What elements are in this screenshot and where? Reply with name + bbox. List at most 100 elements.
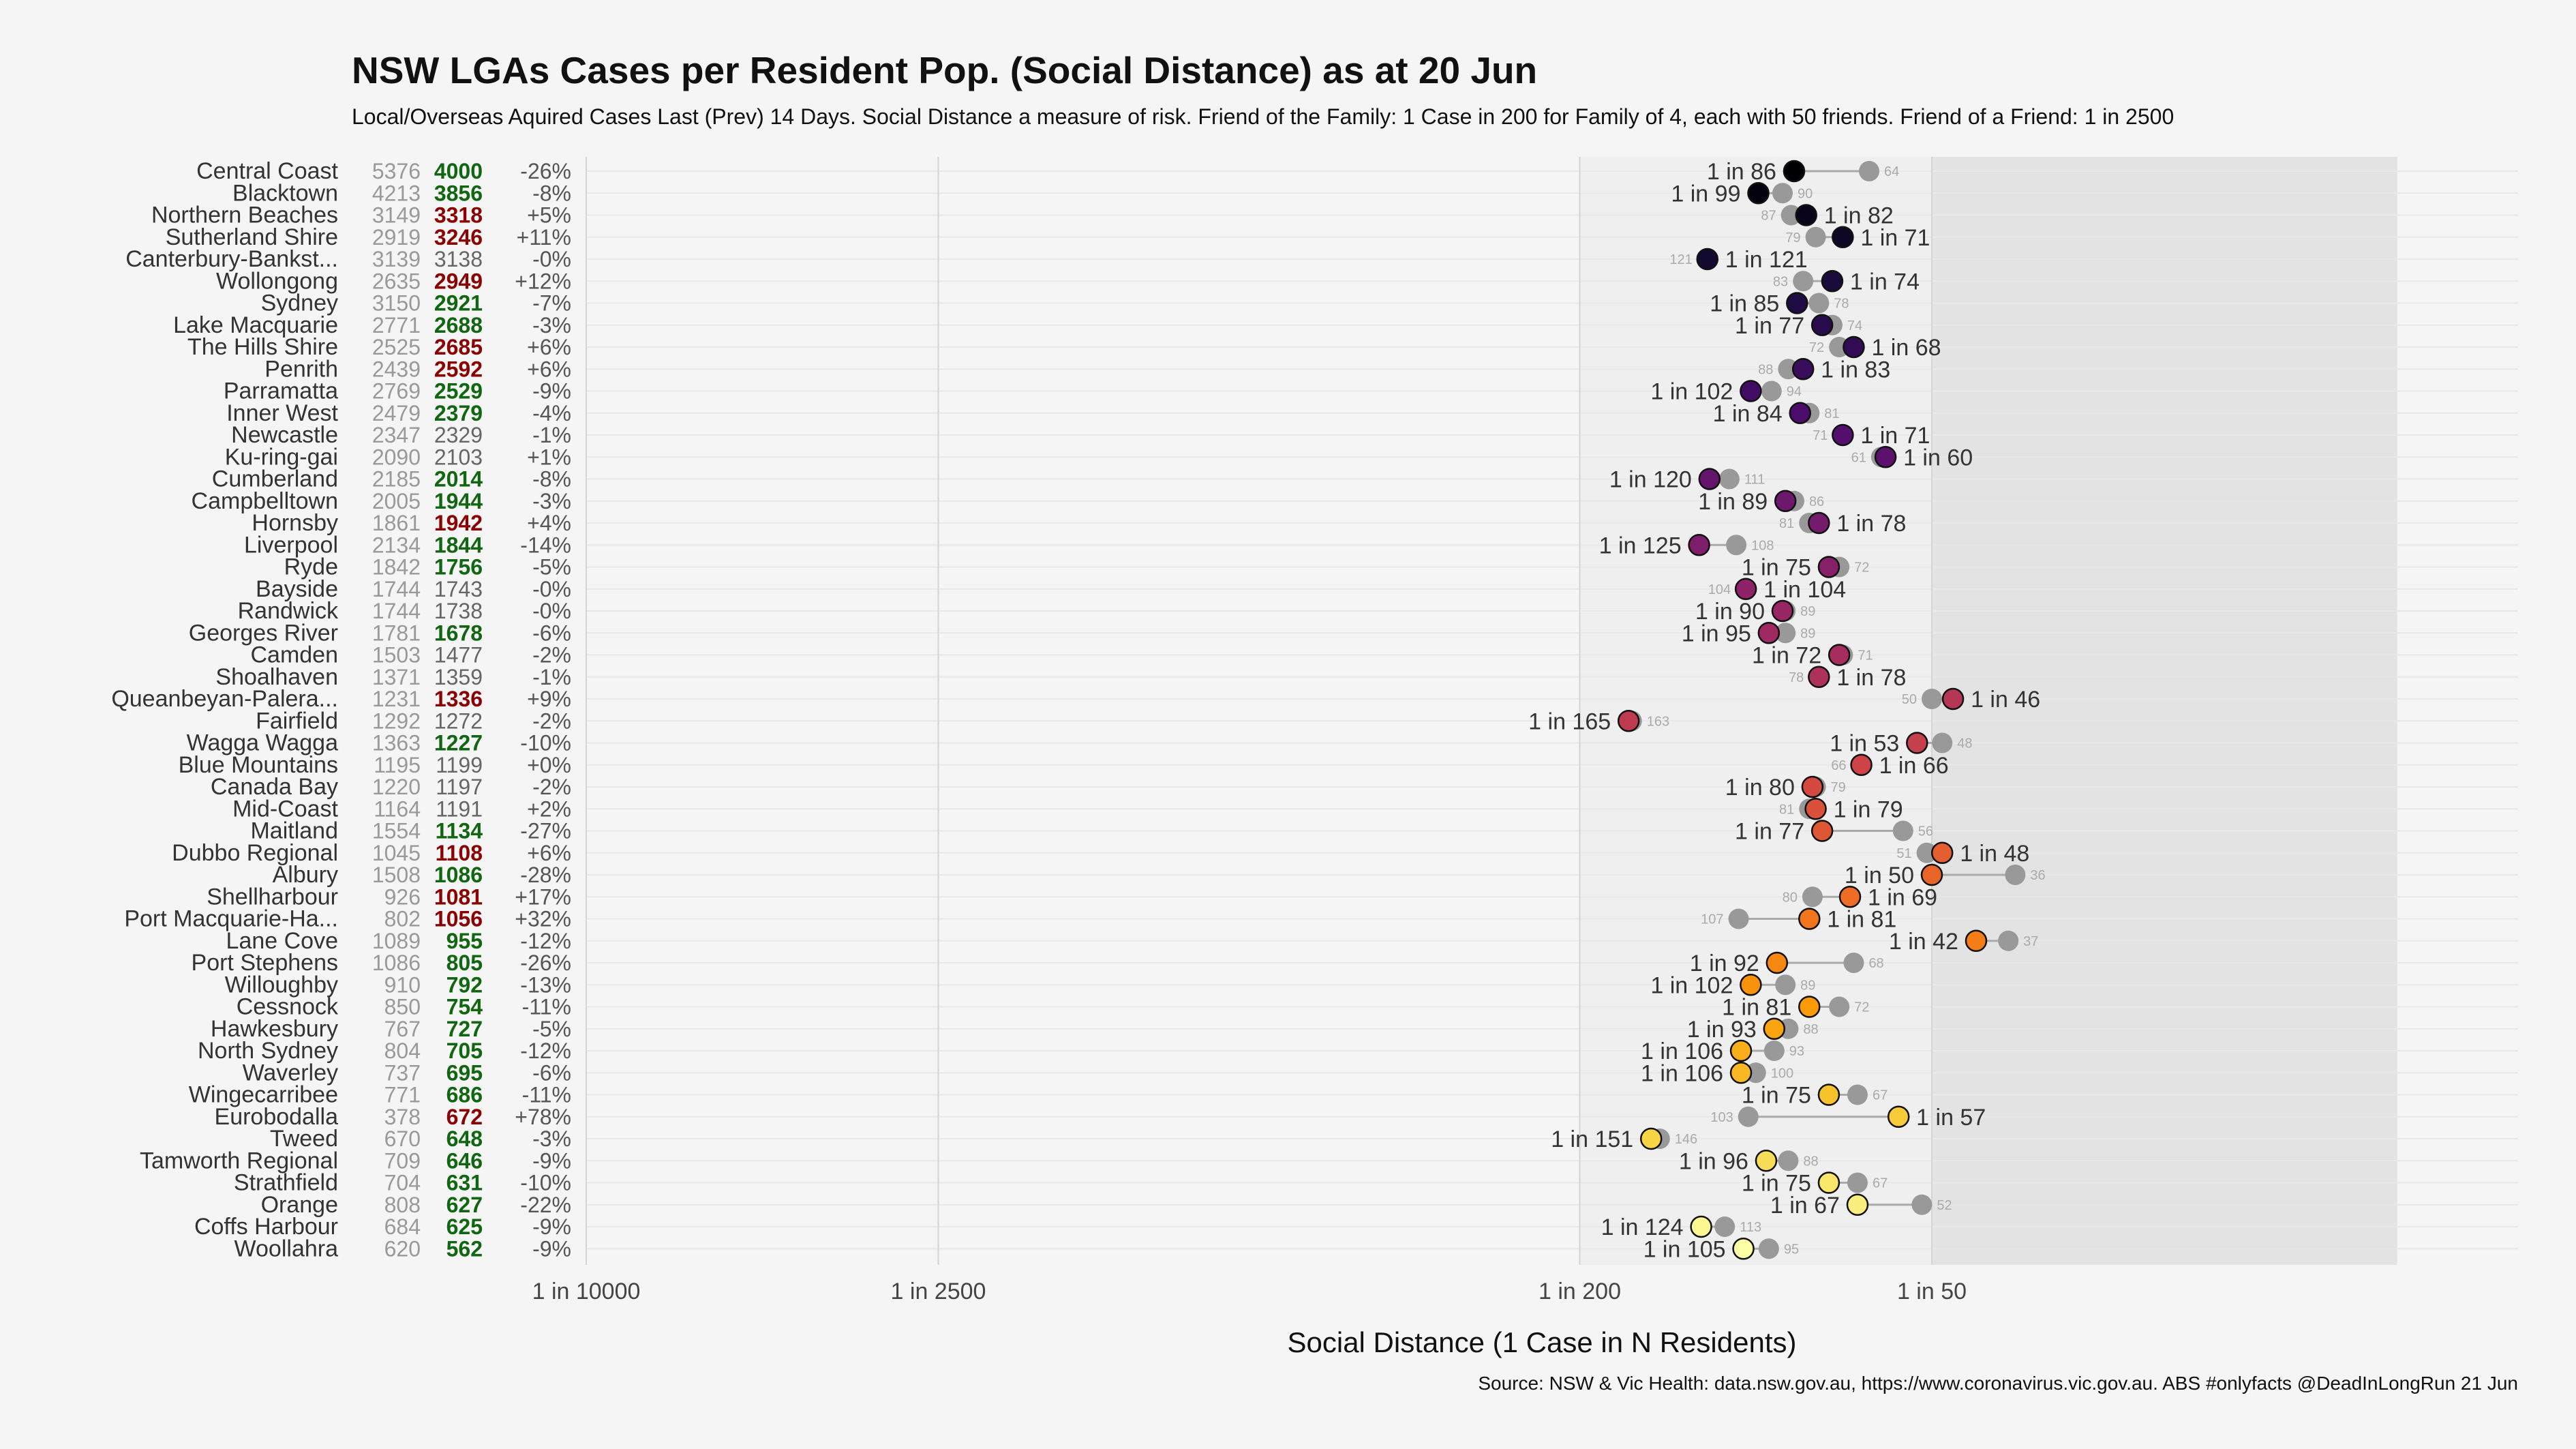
prev-point [1805,226,1826,248]
current-label: 1 in 46 [1971,687,2040,713]
current-label: 1 in 78 [1836,511,1906,537]
prev-label: 146 [1675,1132,1697,1147]
lga-row: Hornsby 1861 1942 +4% 1 in 78 81 [252,510,1906,537]
prev-point [1847,1172,1868,1193]
current-point [1965,929,1988,952]
prev-label: 72 [1809,340,1824,355]
pct-change: -11% [522,995,571,1019]
lga-row: Eurobodalla 378 672 +78% 1 in 57 103 [215,1104,1986,1131]
current-cases: 625 [446,1214,483,1239]
lga-row: Willoughby 910 792 -13% 1 in 102 89 [225,972,1816,998]
prev-cases: 2185 [372,467,421,492]
lga-row: Sutherland Shire 2919 3246 +11% 1 in 71 79 [166,224,1930,251]
lga-row: Queanbeyan-Palera... 1231 1336 +9% 1 in 46 50 [111,686,2040,713]
lga-row: North Sydney 804 705 -12% 1 in 106 93 [198,1038,1804,1064]
pct-change: +6% [527,841,571,865]
current-label: 1 in 50 [1845,863,1914,888]
pct-change: -3% [532,313,571,338]
prev-cases: 926 [384,884,421,909]
lga-name: Queanbeyan-Palera... [111,686,338,712]
pct-change: +6% [527,335,571,359]
prev-point [1758,1238,1779,1259]
current-point [1838,886,1862,908]
current-cases: 1359 [434,665,483,689]
lga-name: Wagga Wagga [187,730,338,756]
current-label: 1 in 104 [1763,577,1846,603]
x-tick-label: 1 in 200 [1539,1279,1621,1304]
lga-row: Lake Macquarie 2771 2688 -3% 1 in 77 74 [173,312,1862,339]
lga-row: Wingecarribee 771 686 -11% 1 in 75 67 [189,1082,1888,1109]
prev-label: 72 [1854,1000,1869,1015]
prev-cases: 1195 [374,753,421,777]
prev-label: 87 [1761,209,1776,224]
lga-row: Bayside 1744 1743 -0% 1 in 104 104 [256,576,1846,603]
current-point [1789,402,1811,424]
prev-cases: 1220 [372,775,421,799]
pct-change: -7% [532,291,571,316]
prev-label: 88 [1803,1154,1818,1169]
lga-name: Wingecarribee [189,1082,338,1108]
pct-change: -26% [520,159,571,183]
prev-point [1911,1194,1933,1215]
pct-change: -9% [532,1148,571,1173]
x-axis-ticks: 1 in 10000 1 in 2500 1 in 200 1 in 50 [532,1279,1967,1304]
prev-cases: 1861 [372,511,421,535]
current-point [1887,1105,1910,1128]
current-cases: 705 [446,1039,483,1063]
prev-label: 113 [1740,1220,1761,1235]
pct-change: -13% [520,972,571,997]
prev-label: 103 [1710,1110,1733,1125]
pct-change: +4% [527,511,571,535]
pct-change: -3% [532,1126,571,1151]
prev-label: 88 [1803,1022,1818,1037]
current-cases: 792 [446,972,483,997]
prev-point [1781,205,1802,226]
prev-cases: 684 [384,1214,421,1239]
lga-name: Liverpool [244,532,338,558]
current-cases: 627 [446,1193,483,1217]
prev-label: 79 [1831,780,1846,795]
chart-subtitle: Local/Overseas Aquired Cases Last (Prev)… [352,104,2174,129]
prev-label: 66 [1831,758,1846,773]
lga-name: Central Coast [196,158,338,184]
current-label: 1 in 124 [1601,1214,1684,1240]
pct-change: -22% [520,1193,571,1217]
lga-name: Tamworth Regional [140,1148,338,1174]
prev-cases: 802 [384,907,421,931]
current-point [1740,380,1762,402]
prev-point [1998,930,2019,951]
prev-cases: 1554 [372,819,421,843]
current-point [1832,423,1854,447]
current-label: 1 in 77 [1735,313,1804,339]
lga-name: Lane Cove [226,928,338,954]
pct-change: +11% [517,225,571,250]
current-point [1798,908,1821,930]
prev-label: 89 [1800,626,1815,641]
prev-cases: 3149 [372,203,421,228]
current-point [1763,1017,1786,1040]
lga-row: Lane Cove 1089 955 -12% 1 in 42 37 [226,928,2039,955]
prev-label: 81 [1779,802,1794,817]
prev-point [1778,1150,1799,1171]
prev-label: 37 [2023,934,2038,949]
lga-row: Waverley 737 695 -6% 1 in 106 100 [243,1060,1794,1086]
lga-row: Tweed 670 648 -3% 1 in 151 146 [270,1126,1697,1152]
prev-cases: 737 [384,1060,421,1085]
current-point [1766,951,1789,974]
current-label: 1 in 82 [1824,203,1894,229]
current-label: 1 in 99 [1671,181,1740,207]
prev-cases: 1231 [372,687,421,711]
prev-label: 107 [1701,912,1723,927]
prev-cases: 1164 [374,796,421,821]
prev-label: 93 [1789,1044,1804,1059]
current-point [1846,1193,1869,1216]
pct-change: -9% [532,379,571,404]
lga-row: Cumberland 2185 2014 -8% 1 in 120 111 [212,466,1765,493]
lga-name: North Sydney [198,1038,338,1064]
current-point [1747,182,1770,205]
prev-label: 89 [1800,604,1815,619]
lga-row: Shellharbour 926 1081 +17% 1 in 69 80 [207,884,1937,910]
prev-label: 89 [1800,978,1815,993]
current-label: 1 in 79 [1834,796,1903,822]
lga-row: Maitland 1554 1134 -27% 1 in 77 56 [250,818,1933,845]
